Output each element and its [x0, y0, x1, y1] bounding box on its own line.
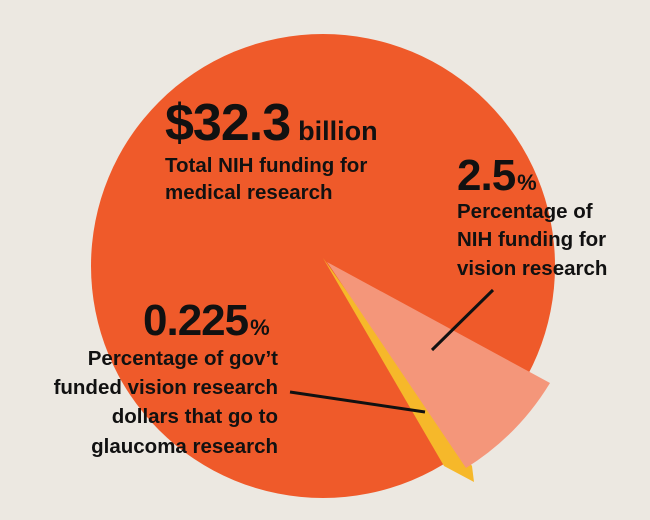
label: Percentage of — [457, 200, 593, 223]
amount: $32.3 — [165, 94, 290, 152]
slice-vision — [327, 262, 550, 468]
leader-line — [289, 390, 426, 414]
label: glaucoma research — [91, 435, 278, 458]
unit: billion — [298, 116, 377, 146]
slice-glaucoma — [323, 258, 474, 482]
label: vision research — [457, 257, 607, 280]
total-value: $32.3 billion — [165, 94, 378, 152]
label: dollars that go to — [112, 405, 278, 428]
label: Percentage of gov’t — [88, 347, 278, 370]
label: Total NIH funding for — [165, 154, 367, 177]
label: NIH funding for — [457, 228, 606, 251]
value: 2.5 — [457, 151, 516, 200]
value: 0.225 — [143, 296, 249, 345]
vision-value: 2.5% — [457, 151, 537, 200]
unit: % — [517, 170, 537, 195]
label: funded vision research — [54, 376, 278, 399]
label: medical research — [165, 181, 333, 204]
leader-line — [430, 288, 495, 352]
unit: % — [250, 315, 270, 340]
glaucoma-value: 0.225% — [143, 296, 270, 345]
